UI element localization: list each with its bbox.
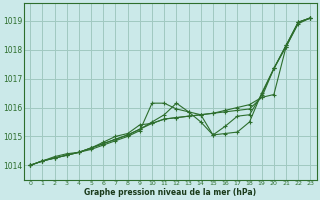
X-axis label: Graphe pression niveau de la mer (hPa): Graphe pression niveau de la mer (hPa) xyxy=(84,188,256,197)
